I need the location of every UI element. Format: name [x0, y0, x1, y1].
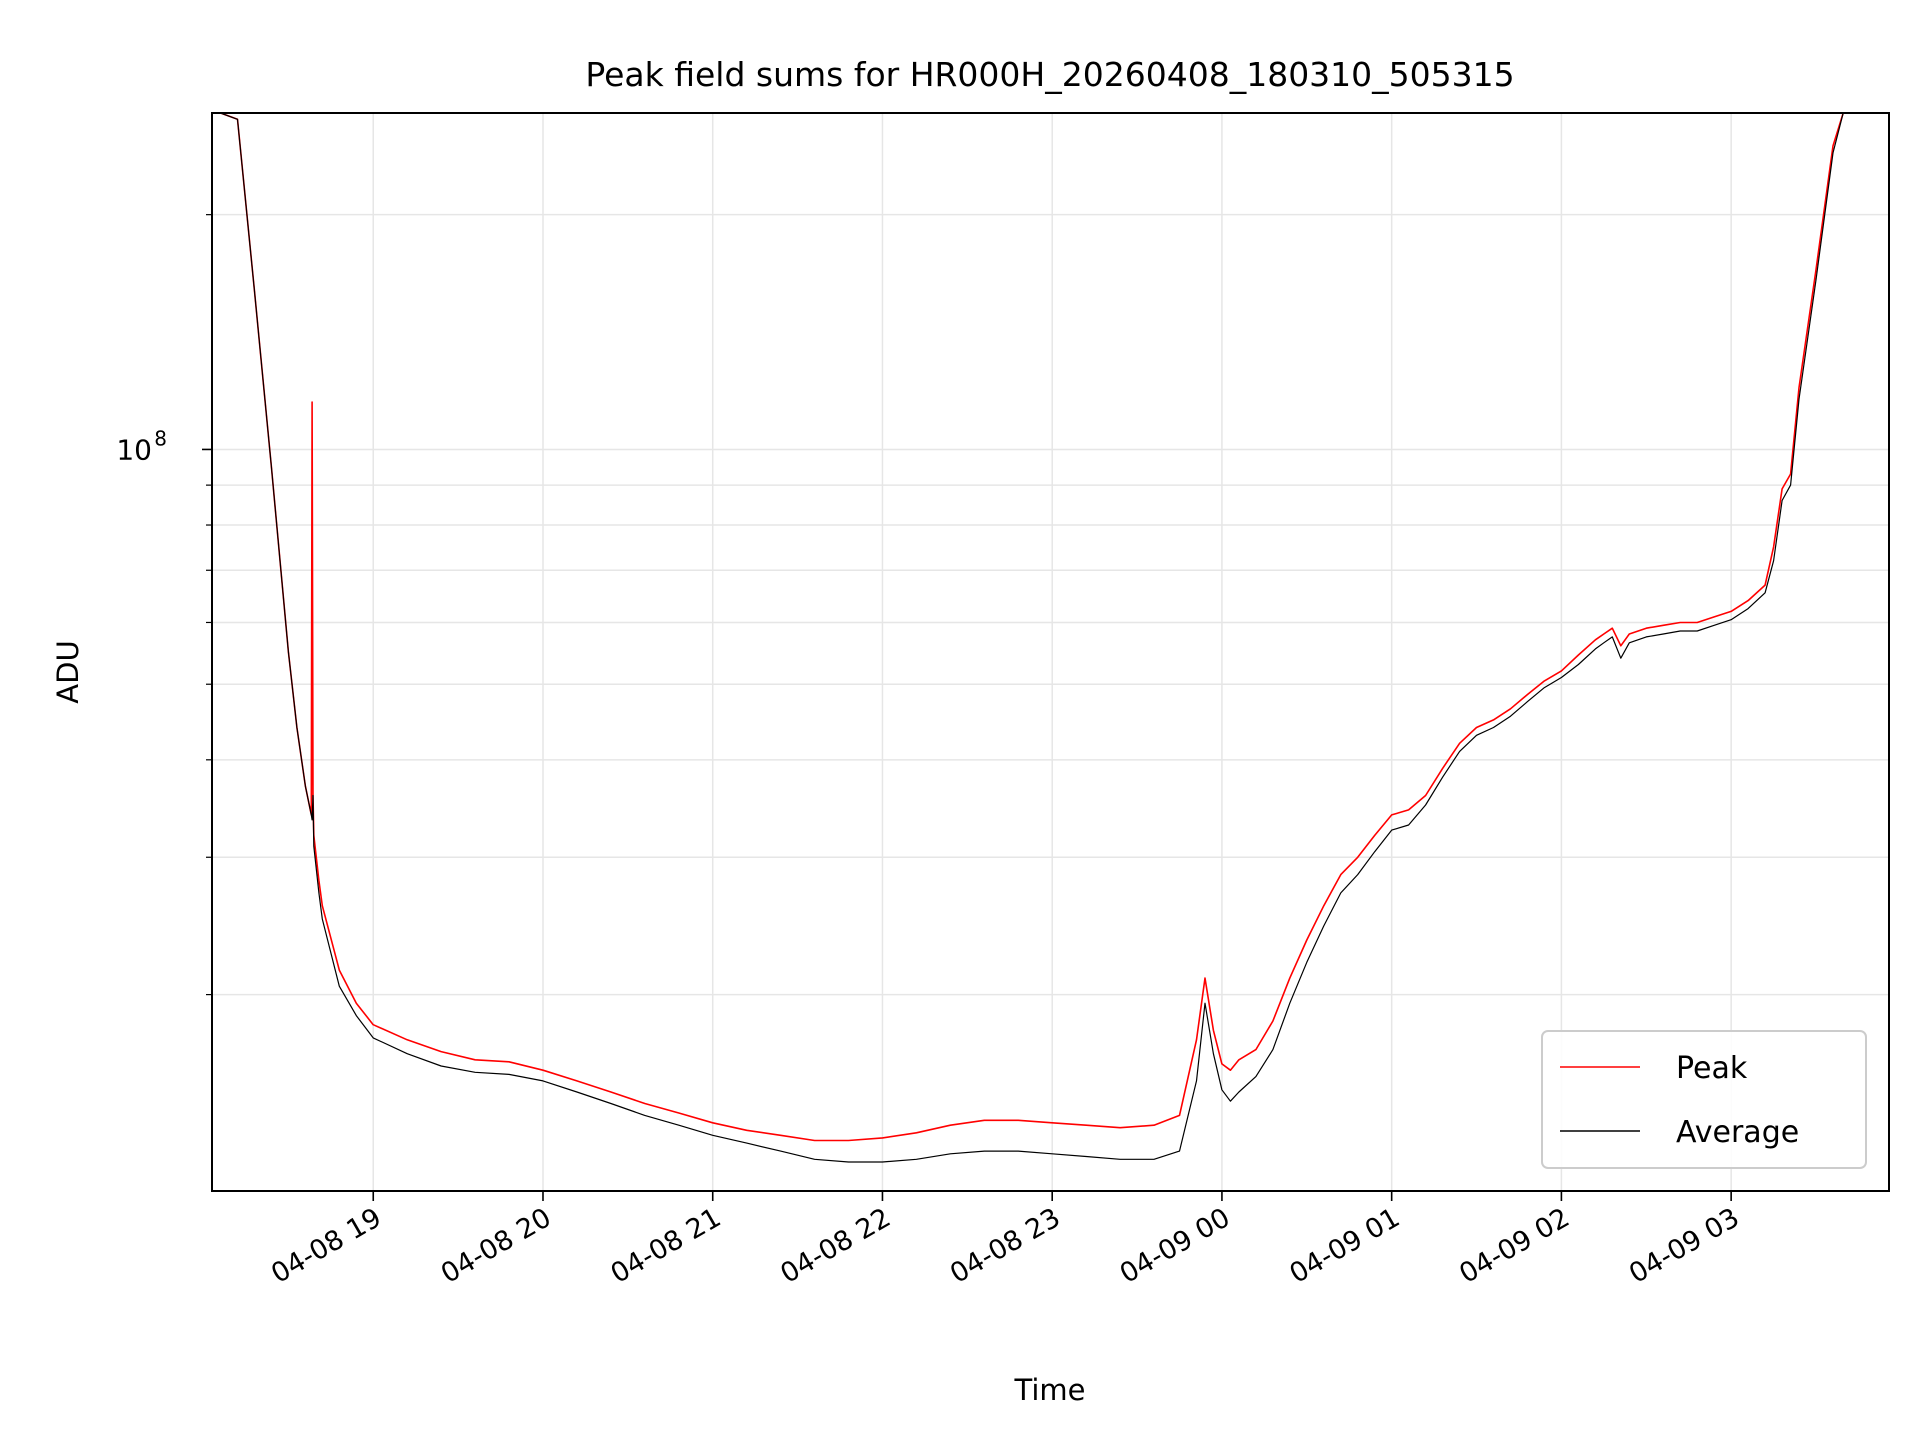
- legend: Peak Average: [1541, 1030, 1867, 1169]
- legend-peak-label: Peak: [1676, 1051, 1748, 1086]
- chart-title: Peak field sums for HR000H_20260408_1803…: [585, 55, 1514, 94]
- y-tick-label-base: 10: [116, 433, 152, 466]
- grid: [212, 113, 1889, 1191]
- y-tick-label-exponent: 8: [154, 426, 167, 450]
- legend-average-label: Average: [1676, 1115, 1799, 1150]
- series-line-peak: [212, 113, 1889, 1142]
- legend-box: [1541, 1030, 1867, 1169]
- series-line-average: [212, 113, 1889, 1163]
- x-axis-label: Time: [1014, 1373, 1086, 1407]
- y-axis-label: ADU: [51, 640, 85, 703]
- series-layer: [212, 113, 1889, 1163]
- axes-frame: [211, 112, 1890, 1192]
